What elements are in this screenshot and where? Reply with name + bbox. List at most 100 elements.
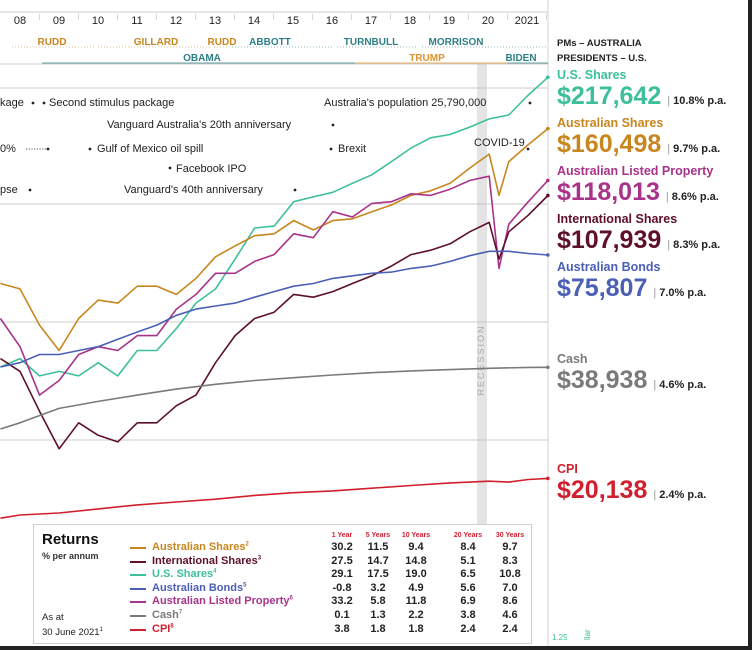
pms-heading: PMs – AUSTRALIA: [557, 38, 642, 49]
returns-cell: 2.4: [460, 622, 476, 635]
final-value-separator: |: [667, 95, 671, 107]
final-value-block: International Shares $107,939 | 8.3% p.a.: [557, 212, 720, 254]
pm-band-label: RUDD: [38, 37, 67, 48]
series-endpoint: [546, 75, 550, 80]
final-value: $75,807: [557, 274, 648, 302]
returns-cell: 4.6: [502, 609, 518, 621]
returns-cell: 9.4: [408, 541, 424, 553]
final-value-block: Australian Shares $160,498 | 9.7% p.a.: [557, 116, 720, 158]
year-tick: 11: [131, 15, 142, 27]
series-line: [0, 250, 548, 368]
pm-band-label: GILLARD: [134, 37, 178, 48]
final-value-separator: |: [665, 191, 669, 203]
returns-cell: 27.5: [331, 554, 353, 567]
final-value-row: $160,498 | 9.7% p.a.: [557, 130, 720, 158]
returns-cell: 0.1: [334, 609, 350, 621]
series-endpoint: [546, 365, 550, 370]
final-value-separator: |: [653, 287, 657, 299]
returns-row-swatch: [130, 560, 146, 563]
event-annotation: 0%: [0, 143, 16, 155]
returns-cell: 5.8: [370, 595, 386, 608]
final-value: $107,939: [557, 226, 662, 254]
year-tick: 09: [53, 15, 65, 27]
final-value-block: Australian Listed Property $118,013 | 8.6% …: [557, 164, 719, 206]
returns-cell: 3.8: [460, 609, 476, 621]
final-value-rate: 8.3% p.a.: [673, 239, 721, 251]
final-value-rate: 2.4% p.a.: [659, 489, 707, 501]
returns-cell: 11.8: [405, 595, 427, 608]
event-marker: [329, 147, 333, 151]
returns-row-label: Australian Bonds5: [152, 581, 247, 594]
final-value-rate: 10.8% p.a.: [673, 95, 727, 107]
returns-column-header: 10 Years: [401, 532, 431, 539]
returns-cell: 1.3: [370, 609, 386, 621]
final-value-row: $75,807 | 7.0% p.a.: [557, 274, 706, 302]
event-annotation: kage: [0, 97, 24, 109]
final-value-block: U.S. Shares $217,642 | 10.8% p.a.: [557, 68, 726, 110]
returns-cell: 8.6: [502, 595, 518, 608]
event-annotation: Australia's population 25,790,000: [324, 97, 486, 109]
series-line: [0, 175, 549, 396]
event-annotation: Facebook IPO: [176, 163, 247, 175]
axis-label-2: llar: [583, 629, 592, 640]
returns-row-swatch: [130, 547, 146, 549]
final-value-separator: |: [653, 489, 657, 501]
returns-column-header: 30 Years: [495, 532, 525, 539]
returns-cell: -0.8: [332, 581, 352, 594]
as-at-date: 30 June 2021: [42, 627, 100, 639]
series-line: [0, 76, 549, 377]
returns-row-swatch: [130, 587, 146, 590]
returns-subtitle: % per annum: [42, 551, 99, 561]
legend-headings: PMs – AUSTRALIA PRESIDENTS – U.S.: [557, 36, 647, 66]
pm-band-label: ABBOTT: [249, 37, 291, 48]
returns-as-at: As at 30 June 20211: [42, 611, 103, 639]
series-endpoint: [546, 178, 550, 183]
returns-column-header: 20 Years: [453, 532, 483, 539]
returns-row-label: Australian Shares2: [152, 541, 249, 553]
final-value-rate: 4.6% p.a.: [659, 379, 707, 391]
returns-cell: 33.2: [331, 595, 353, 608]
returns-row-label: U.S. Shares4: [152, 568, 217, 581]
returns-row-label: Cash7: [152, 609, 183, 621]
returns-cell: 4.9: [408, 581, 424, 594]
returns-cell: 30.2: [331, 541, 353, 553]
event-annotation: Gulf of Mexico oil spill: [97, 143, 203, 155]
as-at-date-line: 30 June 20211: [42, 624, 103, 639]
pm-band-label: RUDD: [208, 37, 237, 48]
returns-cell: 14.8: [405, 554, 427, 567]
returns-row-swatch: [130, 628, 146, 631]
president-band-label: OBAMA: [183, 53, 221, 64]
final-value: $38,938: [557, 366, 648, 394]
event-marker: [293, 188, 297, 192]
series-line: [0, 477, 548, 519]
final-value-series-name: Australian Bonds: [557, 260, 661, 274]
recession-band: [477, 64, 487, 534]
returns-row: Australian Listed Property6 33.2 5.8 11.8 6.…: [130, 595, 530, 608]
series-line: [0, 127, 549, 352]
returns-cell: 8.4: [460, 541, 476, 553]
returns-cell: 1.8: [370, 622, 386, 635]
series-endpoint: [546, 476, 550, 481]
returns-cell: 17.5: [367, 568, 389, 581]
final-value-rate: 7.0% p.a.: [659, 287, 707, 299]
final-value-series-name: U.S. Shares: [557, 68, 627, 82]
year-tick: 18: [404, 15, 416, 27]
final-value-row: $107,939 | 8.3% p.a.: [557, 226, 720, 254]
year-tick: 10: [92, 15, 104, 27]
returns-column-header: 5 Years: [365, 532, 391, 539]
returns-cell: 14.7: [367, 554, 389, 567]
series-endpoint: [546, 253, 550, 257]
series-endpoint: [546, 126, 550, 131]
final-value-row: $118,013 | 8.6% p.a.: [557, 178, 719, 206]
final-value-rate: 9.7% p.a.: [673, 143, 721, 155]
event-annotation: pse: [0, 184, 18, 196]
returns-table: Returns % per annum As at 30 June 2021 1 …: [33, 524, 532, 644]
year-tick: 14: [248, 15, 260, 27]
returns-row-label: International Shares3: [152, 554, 262, 567]
returns-row: CPI8 3.8 1.8 1.8 2.4 2.4: [130, 623, 530, 636]
final-value-row: $38,938 | 4.6% p.a.: [557, 366, 706, 394]
as-at-label: As at: [42, 612, 64, 623]
event-marker: [28, 188, 32, 192]
returns-title: Returns: [42, 531, 99, 548]
returns-row: Cash7 0.1 1.3 2.2 3.8 4.6: [130, 609, 530, 622]
